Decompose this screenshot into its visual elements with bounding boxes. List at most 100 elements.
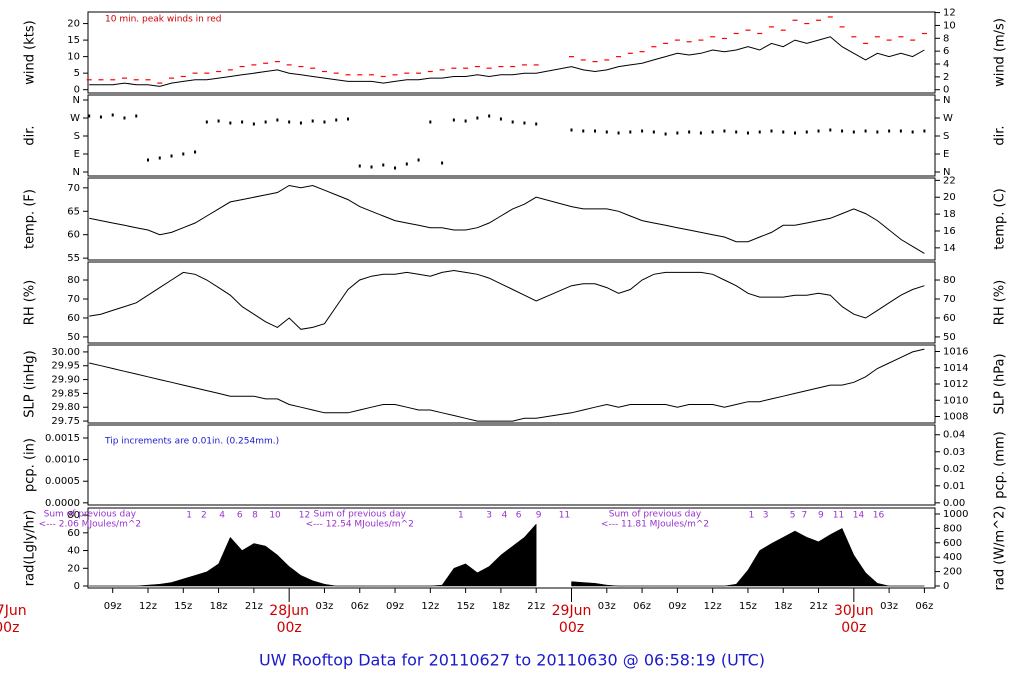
y2-tick-label: 1000 — [943, 509, 968, 520]
chart-title: UW Rooftop Data for 20110627 to 20110630… — [259, 651, 765, 670]
direction-point — [499, 117, 502, 121]
direction-point — [394, 166, 397, 170]
direction-point — [746, 131, 749, 135]
direction-point — [641, 129, 644, 133]
annotation: 10 min. peak winds in red — [105, 15, 222, 25]
y-tick-label: N — [73, 95, 80, 106]
y2-tick-label: 4 — [943, 59, 949, 70]
direction-point — [205, 120, 208, 124]
hour-mark: 1 — [186, 511, 192, 521]
direction-point — [699, 131, 702, 135]
y2-tick-label: 600 — [943, 538, 962, 549]
direction-point — [358, 164, 361, 168]
x-tick-label: 12z — [421, 601, 439, 612]
direction-point — [417, 158, 420, 162]
day-label: 27Jun — [0, 603, 27, 619]
x-tick-label: 18z — [774, 601, 792, 612]
panel-frame — [87, 424, 936, 506]
y2-axis-label: dir. — [993, 125, 1008, 145]
x-tick-label: 06z — [633, 601, 651, 612]
y2-tick-label: 14 — [943, 243, 956, 254]
sum-value: <--- 12.54 MJoules/m^2 — [306, 520, 414, 530]
y-tick-label: 60 — [67, 313, 80, 324]
x-tick-label: 12z — [139, 601, 157, 612]
direction-point — [594, 129, 597, 133]
y2-tick-label: 60 — [943, 313, 956, 324]
day-sub-label: 00z — [0, 620, 19, 636]
direction-point — [99, 115, 102, 119]
day-label: 30Jun — [834, 603, 874, 619]
y-tick-label: 30.00 — [51, 347, 80, 358]
direction-point — [711, 130, 714, 134]
series-area — [88, 523, 925, 587]
sum-value: <--- 2.06 MJoules/m^2 — [39, 520, 141, 530]
day-label: 28Jun — [269, 603, 309, 619]
y-tick-label: 0.0010 — [45, 455, 80, 466]
panel-frame — [87, 177, 936, 261]
x-tick-label: 06z — [915, 601, 933, 612]
y-tick-label: 65 — [67, 206, 80, 217]
day-sub-label: 00z — [841, 620, 866, 636]
hour-mark: 3 — [763, 511, 769, 521]
direction-point — [135, 114, 138, 118]
y-axis-label: wind (kts) — [23, 20, 38, 84]
y-axis-label: pcp. (in) — [23, 438, 38, 492]
direction-point — [758, 130, 761, 134]
series-line — [89, 269, 925, 330]
direction-point — [570, 128, 573, 132]
y-tick-label: 40 — [67, 546, 80, 557]
y-tick-label: 10 — [67, 52, 80, 63]
y2-tick-label: 0.03 — [943, 447, 965, 458]
direction-point — [182, 152, 185, 156]
y-tick-label: 70 — [67, 183, 80, 194]
sum-label: Sum of previous day — [44, 510, 137, 520]
series-line — [89, 36, 925, 87]
y2-axis-label: wind (m/s) — [993, 18, 1008, 87]
x-tick-label: 21z — [527, 601, 545, 612]
direction-point — [194, 150, 197, 154]
direction-point — [688, 130, 691, 134]
day-sub-label: 00z — [559, 620, 584, 636]
hour-mark: 2 — [201, 511, 207, 521]
hour-mark: 6 — [516, 511, 522, 521]
y-tick-label: 0.0005 — [45, 476, 80, 487]
direction-point — [441, 161, 444, 165]
direction-point — [511, 120, 514, 124]
y-tick-label: 29.80 — [51, 402, 80, 413]
panel-frame — [87, 344, 936, 424]
direction-point — [782, 130, 785, 134]
x-tick-label: 18z — [492, 601, 510, 612]
hour-mark: 5 — [790, 511, 796, 521]
direction-point — [229, 121, 232, 125]
y-tick-label: 0 — [74, 85, 80, 96]
y-tick-label: S — [74, 131, 80, 142]
y2-tick-label: 400 — [943, 552, 962, 563]
y2-tick-label: 1014 — [943, 363, 968, 374]
direction-point — [476, 116, 479, 120]
y-tick-label: 29.90 — [51, 375, 80, 386]
direction-point — [535, 122, 538, 126]
direction-point — [852, 130, 855, 134]
y-tick-label: 5 — [74, 68, 80, 79]
direction-point — [805, 130, 808, 134]
hour-mark: 11 — [559, 511, 570, 521]
direction-point — [817, 129, 820, 133]
direction-point — [829, 128, 832, 132]
y2-tick-label: W — [943, 113, 953, 124]
x-tick-label: 21z — [245, 601, 263, 612]
direction-point — [888, 129, 891, 133]
direction-point — [664, 132, 667, 136]
direction-point — [123, 116, 126, 120]
y-axis-label: temp. (F) — [23, 189, 38, 249]
y2-tick-label: 0.01 — [943, 481, 965, 492]
hour-mark: 1 — [749, 511, 755, 521]
direction-point — [723, 129, 726, 133]
y-tick-label: 15 — [67, 35, 80, 46]
y-tick-label: E — [74, 149, 80, 160]
direction-point — [335, 118, 338, 122]
direction-point — [170, 154, 173, 158]
direction-point — [217, 119, 220, 123]
y2-tick-label: 50 — [943, 332, 956, 343]
y2-tick-label: E — [943, 149, 949, 160]
